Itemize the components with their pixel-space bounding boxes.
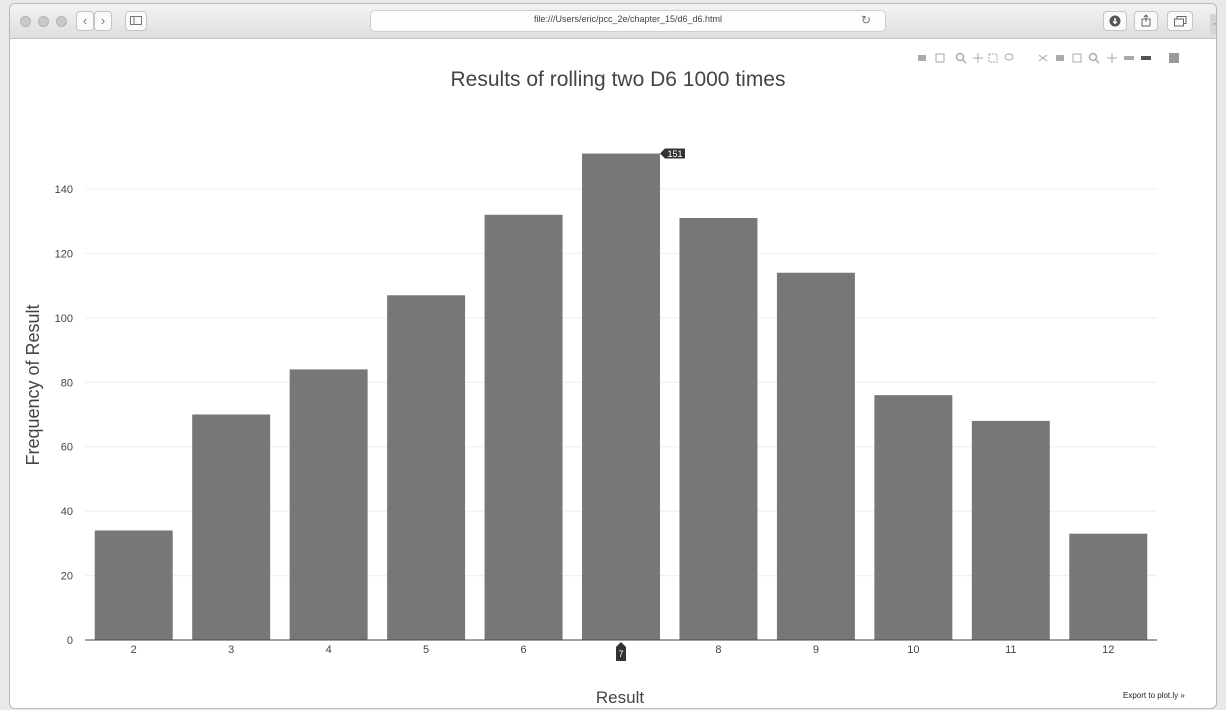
lasso-icon[interactable] (1004, 53, 1014, 61)
y-tick-label: 40 (61, 506, 73, 518)
bar-6[interactable] (484, 214, 563, 640)
tabs-icon (1173, 16, 1186, 27)
bar-9[interactable] (776, 272, 855, 640)
autoscale-icon[interactable] (1072, 53, 1082, 63)
x-tick-label: 3 (228, 644, 234, 656)
close-window-button[interactable] (20, 16, 31, 27)
sidebar-icon (130, 16, 142, 25)
downloads-button[interactable] (1103, 11, 1127, 31)
save-icon[interactable] (935, 53, 945, 63)
x-tick-label: 11 (1005, 644, 1016, 656)
plotly-logo-icon[interactable] (1169, 53, 1179, 63)
x-tick-label: 5 (423, 644, 429, 656)
y-tick-label: 120 (55, 248, 73, 260)
sidebar-button[interactable] (125, 11, 147, 31)
bar-3[interactable] (192, 414, 271, 640)
x-tick-label: 4 (326, 644, 332, 656)
hover-value-label: 151 (667, 149, 682, 159)
bar-12[interactable] (1069, 533, 1148, 640)
x-tick-label: 12 (1102, 644, 1114, 656)
bar-5[interactable] (387, 295, 466, 640)
hover-category-label: 7 (618, 649, 623, 659)
bar-2[interactable] (94, 530, 173, 640)
tabs-overview-button[interactable] (1167, 11, 1193, 31)
chart-title: Results of rolling two D6 1000 times (451, 68, 786, 91)
plotly-modebar (918, 52, 1179, 64)
y-tick-label: 0 (67, 635, 73, 647)
zoom-icon[interactable] (955, 52, 967, 64)
x-axis-title: Result (596, 688, 644, 707)
x-tick-label: 9 (813, 644, 819, 656)
bar-10[interactable] (874, 395, 953, 640)
reload-icon[interactable]: ↻ (860, 13, 871, 27)
hover-closest-icon[interactable] (1124, 56, 1134, 60)
y-tick-label: 60 (61, 442, 73, 454)
share-icon (1141, 14, 1151, 27)
x-tick-labels: 2 3 4 5 6 8 9 10 11 12 (131, 644, 1115, 656)
hover-category-box (616, 642, 626, 661)
new-tab-button[interactable]: + (1210, 14, 1216, 34)
x-tick-label: 6 (520, 644, 526, 656)
reset-axes-icon[interactable] (1088, 52, 1100, 64)
spike-lines-icon[interactable] (1107, 53, 1117, 63)
export-to-plotly-link[interactable]: Export to plot.ly » (1123, 691, 1185, 700)
x-tick-label: 8 (715, 644, 721, 656)
plus-icon: + (1213, 16, 1216, 31)
bar-11[interactable] (971, 420, 1050, 640)
browser-toolbar: ‹ › file:///Users/eric/pcc_2e/chapter_15… (10, 4, 1216, 39)
bars (94, 153, 1148, 640)
zoom-in-icon[interactable] (1038, 54, 1048, 62)
box-select-icon[interactable] (988, 53, 998, 63)
camera-icon[interactable] (918, 55, 926, 61)
y-tick-label: 20 (61, 571, 73, 583)
hover-compare-icon[interactable] (1141, 56, 1151, 60)
y-tick-label: 80 (61, 377, 73, 389)
url-text: file:///Users/eric/pcc_2e/chapter_15/d6_… (533, 14, 723, 24)
bar-8[interactable] (679, 217, 758, 640)
bar-4[interactable] (289, 369, 368, 640)
share-button[interactable] (1134, 11, 1158, 31)
minimize-window-button[interactable] (38, 16, 49, 27)
y-tick-label: 140 (55, 184, 73, 196)
address-bar[interactable]: file:///Users/eric/pcc_2e/chapter_15/d6_… (370, 10, 886, 32)
hover-value-box (659, 148, 685, 159)
zoom-window-button[interactable] (56, 16, 67, 27)
download-icon (1109, 15, 1121, 27)
y-tick-label: 100 (55, 313, 73, 325)
forward-button[interactable]: › (94, 11, 112, 31)
bar-7[interactable] (582, 153, 660, 640)
y-tick-labels: 0 20 40 60 80 100 120 140 (55, 184, 73, 647)
zoom-out-icon[interactable] (1056, 55, 1064, 61)
chevron-left-icon: ‹ (82, 13, 88, 28)
back-button[interactable]: ‹ (76, 11, 94, 31)
chevron-right-icon: › (100, 13, 106, 28)
x-tick-label: 2 (131, 644, 137, 656)
y-axis-title: Frequency of Result (23, 304, 43, 465)
x-tick-label: 10 (907, 644, 919, 656)
pan-icon[interactable] (973, 53, 983, 63)
